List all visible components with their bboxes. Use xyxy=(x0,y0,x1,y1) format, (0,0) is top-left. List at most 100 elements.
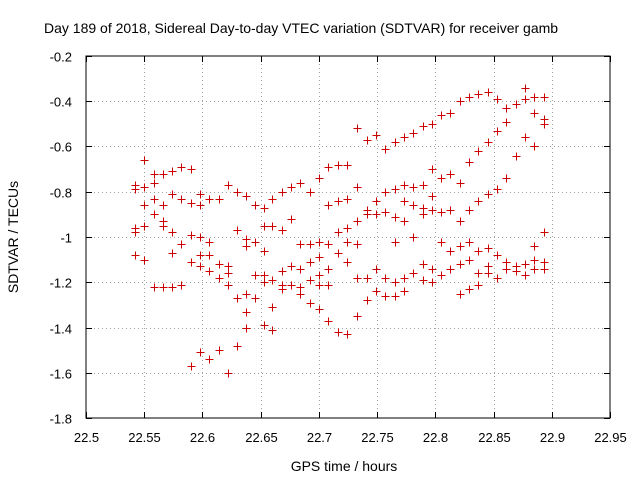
y-tick-label: -0.8 xyxy=(50,186,72,201)
data-point xyxy=(530,109,539,118)
data-point xyxy=(242,308,251,317)
data-point xyxy=(437,174,446,183)
data-point xyxy=(530,93,539,102)
data-point xyxy=(456,217,465,226)
data-point xyxy=(260,247,269,256)
data-point xyxy=(446,170,455,179)
data-point xyxy=(187,258,196,267)
data-point xyxy=(391,238,400,247)
data-point xyxy=(242,242,251,251)
data-point xyxy=(446,109,455,118)
data-point xyxy=(287,183,296,192)
data-point xyxy=(343,224,352,233)
data-point xyxy=(428,120,437,129)
x-tick-label: 22.55 xyxy=(128,430,161,445)
data-point xyxy=(242,324,251,333)
data-point xyxy=(502,104,511,113)
data-point xyxy=(456,242,465,251)
data-point xyxy=(372,197,381,206)
data-point xyxy=(287,281,296,290)
x-tick-label: 22.85 xyxy=(478,430,511,445)
x-tick-label: 22.65 xyxy=(245,430,278,445)
data-point xyxy=(400,217,409,226)
data-point xyxy=(474,247,483,256)
data-point xyxy=(530,256,539,265)
data-point xyxy=(512,267,521,276)
data-point xyxy=(493,274,502,283)
data-point xyxy=(150,283,159,292)
data-point xyxy=(343,330,352,339)
data-point xyxy=(251,294,260,303)
data-point xyxy=(260,321,269,330)
data-point xyxy=(260,278,269,287)
data-point xyxy=(168,228,177,237)
data-point xyxy=(296,265,305,274)
x-tick-label: 22.8 xyxy=(423,430,448,445)
data-point xyxy=(353,240,362,249)
data-point xyxy=(409,183,418,192)
data-point xyxy=(150,210,159,219)
data-point xyxy=(419,181,428,190)
data-point xyxy=(512,152,521,161)
data-point xyxy=(484,262,493,271)
data-point xyxy=(324,201,333,210)
data-point xyxy=(324,317,333,326)
data-point xyxy=(493,251,502,260)
y-tick-label: -1.2 xyxy=(50,276,72,291)
data-point xyxy=(242,290,251,299)
data-point xyxy=(474,147,483,156)
data-point xyxy=(224,369,233,378)
data-point xyxy=(400,274,409,283)
x-tick-label: 22.7 xyxy=(307,430,332,445)
data-point xyxy=(493,127,502,136)
data-point xyxy=(205,251,214,260)
data-point xyxy=(512,100,521,109)
data-point xyxy=(353,274,362,283)
data-point xyxy=(540,93,549,102)
data-point xyxy=(465,256,474,265)
data-point xyxy=(168,190,177,199)
data-point xyxy=(372,131,381,140)
data-point xyxy=(391,185,400,194)
data-point xyxy=(140,156,149,165)
grid-lines xyxy=(86,56,610,418)
data-point xyxy=(521,260,530,269)
data-point xyxy=(381,292,390,301)
data-point xyxy=(306,299,315,308)
data-point xyxy=(343,161,352,170)
data-point xyxy=(400,133,409,142)
data-point xyxy=(306,258,315,267)
data-point xyxy=(409,269,418,278)
data-point xyxy=(465,93,474,102)
data-point xyxy=(187,165,196,174)
data-points xyxy=(131,84,549,378)
x-axis-label: GPS time / hours xyxy=(291,458,398,474)
data-point xyxy=(484,138,493,147)
data-point xyxy=(278,267,287,276)
data-point xyxy=(419,122,428,131)
data-point xyxy=(131,185,140,194)
data-point xyxy=(372,265,381,274)
data-point xyxy=(215,260,224,269)
data-point xyxy=(484,88,493,97)
data-point xyxy=(372,287,381,296)
data-point xyxy=(315,174,324,183)
data-point xyxy=(196,201,205,210)
data-point xyxy=(324,265,333,274)
axis-ticks xyxy=(86,56,611,419)
data-point xyxy=(353,312,362,321)
data-point xyxy=(428,206,437,215)
data-point xyxy=(353,124,362,133)
data-point xyxy=(315,253,324,262)
y-tick-label: -1.8 xyxy=(50,412,72,427)
y-tick-labels: -0.2 -0.4 -0.6 -0.8 -1 -1.2 -1.4 -1.6 -1.8 xyxy=(50,50,72,427)
data-point xyxy=(381,208,390,217)
data-point xyxy=(474,281,483,290)
data-point xyxy=(437,238,446,247)
data-point xyxy=(324,163,333,172)
data-point xyxy=(343,195,352,204)
data-point xyxy=(502,258,511,267)
data-point xyxy=(391,292,400,301)
data-point xyxy=(334,197,343,206)
data-point xyxy=(484,190,493,199)
